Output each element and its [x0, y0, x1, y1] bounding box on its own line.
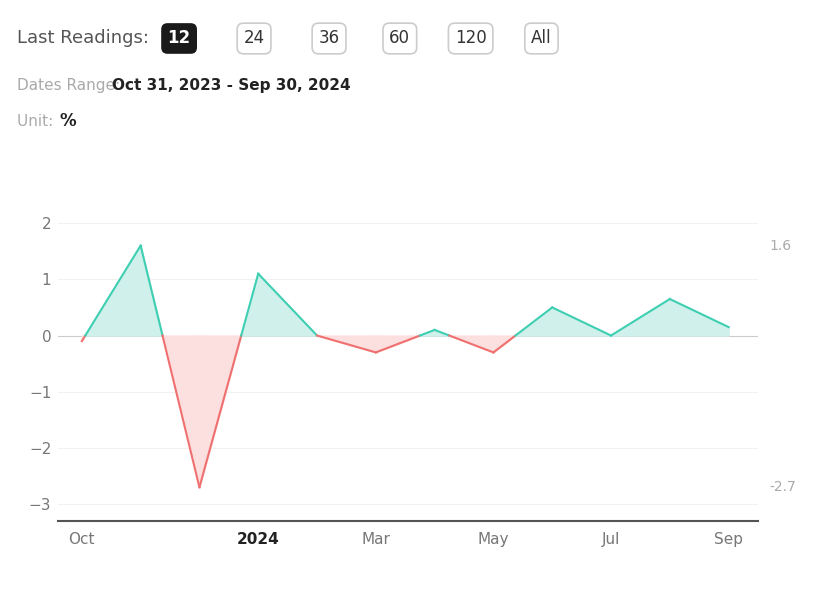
Text: All: All	[531, 30, 551, 47]
Text: 120: 120	[455, 30, 486, 47]
Text: 12: 12	[167, 30, 191, 47]
Text: 24: 24	[243, 30, 265, 47]
Text: -2.7: -2.7	[769, 480, 796, 494]
Text: 36: 36	[318, 30, 340, 47]
Text: 60: 60	[389, 30, 411, 47]
Text: Unit:: Unit:	[17, 114, 57, 129]
Text: Last Readings:: Last Readings:	[17, 30, 148, 47]
Text: %: %	[60, 112, 77, 130]
Text: 1.6: 1.6	[769, 239, 791, 253]
Text: Dates Range:: Dates Range:	[17, 78, 125, 94]
Text: Oct 31, 2023 - Sep 30, 2024: Oct 31, 2023 - Sep 30, 2024	[112, 78, 351, 94]
